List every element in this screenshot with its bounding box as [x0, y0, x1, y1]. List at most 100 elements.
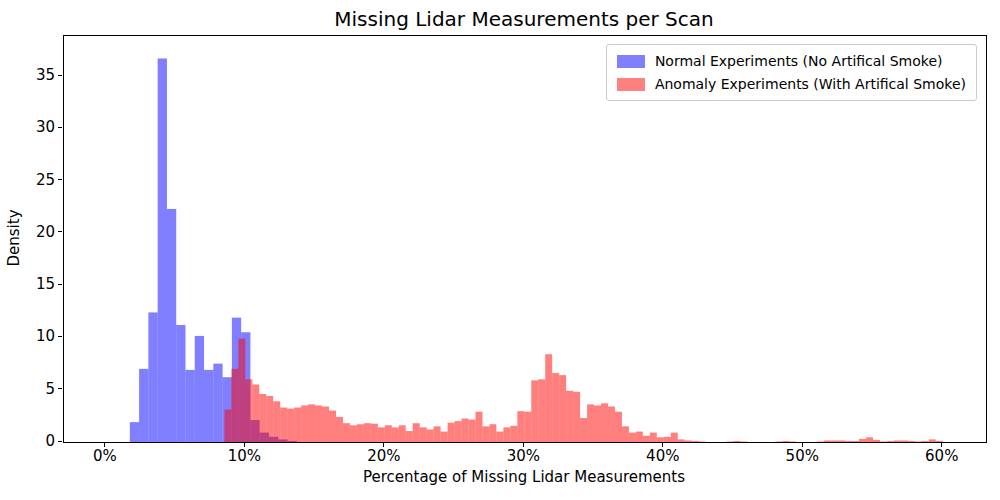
histogram-bar-series0 — [158, 58, 167, 442]
histogram-bar-series1 — [838, 440, 845, 442]
histogram-bar-series1 — [322, 406, 329, 442]
histogram-bar-series1 — [866, 437, 873, 442]
histogram-bar-series1 — [245, 379, 252, 442]
histogram-bar-series1 — [873, 440, 880, 442]
histogram-bar-series1 — [392, 427, 399, 442]
histogram-bar-series1 — [671, 433, 678, 442]
histogram-bar-series1 — [608, 406, 615, 442]
figure: Missing Lidar Measurements per Scan Dens… — [0, 0, 1000, 500]
histogram-bar-series0 — [195, 336, 204, 442]
histogram-bar-series1 — [922, 441, 929, 442]
histogram-bar-series1 — [455, 421, 462, 442]
histogram-bar-series1 — [573, 392, 580, 442]
histogram-bar-series1 — [413, 423, 420, 442]
histogram-bar-series1 — [280, 408, 287, 442]
histogram-bar-series1 — [587, 404, 594, 442]
histogram-bar-series1 — [859, 439, 866, 442]
histogram-bar-series0 — [213, 364, 222, 442]
histogram-bar-series1 — [287, 409, 294, 442]
histogram-bar-series1 — [775, 441, 782, 442]
legend-item-anomaly: Anomaly Experiments (With Artifical Smok… — [617, 76, 966, 92]
histogram-bar-series1 — [664, 437, 671, 442]
histogram-bar-series1 — [789, 441, 796, 442]
chart-title: Missing Lidar Measurements per Scan — [63, 7, 985, 31]
histogram-bar-series1 — [880, 441, 887, 442]
histogram-bar-series0 — [148, 312, 157, 442]
histogram-bar-series1 — [385, 425, 392, 442]
x-tick-label: 20% — [354, 447, 414, 465]
histogram-bar-series1 — [273, 401, 280, 442]
histogram-bar-series1 — [462, 418, 469, 442]
x-tick-label: 50% — [772, 447, 832, 465]
histogram-bar-series1 — [538, 379, 545, 442]
histogram-bar-series1 — [496, 432, 503, 442]
histogram-bar-series1 — [580, 418, 587, 442]
y-tick-mark — [58, 284, 62, 285]
histogram-bar-series1 — [350, 425, 357, 442]
y-tick-mark — [58, 179, 62, 180]
histogram-bar-series1 — [364, 423, 371, 442]
histogram-bar-series1 — [301, 405, 308, 442]
y-tick-label: 0 — [15, 432, 55, 450]
y-tick-label: 5 — [15, 380, 55, 398]
histogram-bar-series0 — [204, 370, 213, 442]
y-tick-label: 30 — [15, 118, 55, 136]
histogram-bar-series1 — [224, 410, 231, 442]
y-tick-mark — [58, 75, 62, 76]
histogram-bar-series0 — [139, 369, 148, 442]
x-tick-label: 60% — [912, 447, 972, 465]
histogram-bar-series1 — [601, 403, 608, 442]
histogram-bar-series1 — [552, 373, 559, 442]
histogram-bar-series1 — [448, 423, 455, 442]
x-tick-label: 0% — [75, 447, 135, 465]
y-tick-label: 35 — [15, 66, 55, 84]
histogram-bar-series1 — [524, 412, 531, 442]
histogram-bar-series1 — [845, 441, 852, 442]
histogram-bar-series1 — [566, 391, 573, 442]
y-tick-mark — [58, 441, 62, 442]
legend-label-anomaly: Anomaly Experiments (With Artifical Smok… — [655, 76, 966, 92]
legend: Normal Experiments (No Artifical Smoke) … — [606, 44, 977, 101]
histogram-bar-series1 — [371, 424, 378, 442]
histogram-bar-series1 — [734, 441, 741, 442]
histogram-bar-series1 — [294, 408, 301, 442]
histogram-bar-series1 — [420, 427, 427, 442]
y-tick-label: 20 — [15, 223, 55, 241]
histogram-bar-series1 — [378, 427, 385, 442]
histogram-bar-series1 — [727, 441, 734, 442]
histogram-bar-series1 — [692, 441, 699, 442]
histogram-bar-series1 — [831, 440, 838, 442]
histogram-bar-series1 — [517, 411, 524, 442]
x-tick-label: 40% — [633, 447, 693, 465]
histogram-bar-series1 — [531, 380, 538, 442]
histogram-bar-series1 — [259, 394, 266, 442]
histogram-bar-series1 — [908, 441, 915, 442]
histogram-bar-series1 — [252, 385, 259, 442]
y-tick-mark — [58, 127, 62, 128]
x-tick-label: 10% — [214, 447, 274, 465]
histogram-bar-series1 — [343, 423, 350, 442]
histogram-bar-series0 — [185, 370, 194, 442]
histogram-bar-series1 — [894, 440, 901, 442]
histogram-bar-series1 — [482, 426, 489, 442]
histogram-bar-series1 — [887, 441, 894, 442]
histogram-bar-series1 — [231, 369, 238, 442]
x-tick-label: 30% — [493, 447, 553, 465]
histogram-bar-series1 — [434, 426, 441, 442]
histogram-bar-series1 — [469, 420, 476, 442]
histogram-bar-series1 — [559, 375, 566, 442]
histogram-bar-series1 — [650, 433, 657, 442]
histogram-bar-series1 — [615, 412, 622, 442]
histogram-bar-series1 — [629, 433, 636, 442]
histogram-bar-series1 — [315, 405, 322, 442]
histogram-bar-series1 — [475, 412, 482, 442]
y-tick-mark — [58, 231, 62, 232]
y-tick-label: 15 — [15, 275, 55, 293]
histogram-bar-series1 — [336, 417, 343, 442]
histogram-bar-series1 — [929, 439, 936, 442]
y-tick-mark — [58, 336, 62, 337]
histogram-bar-series1 — [238, 339, 245, 442]
histogram-bar-series1 — [782, 441, 789, 442]
histogram-bar-series1 — [852, 441, 859, 442]
histogram-bar-series0 — [167, 209, 176, 442]
